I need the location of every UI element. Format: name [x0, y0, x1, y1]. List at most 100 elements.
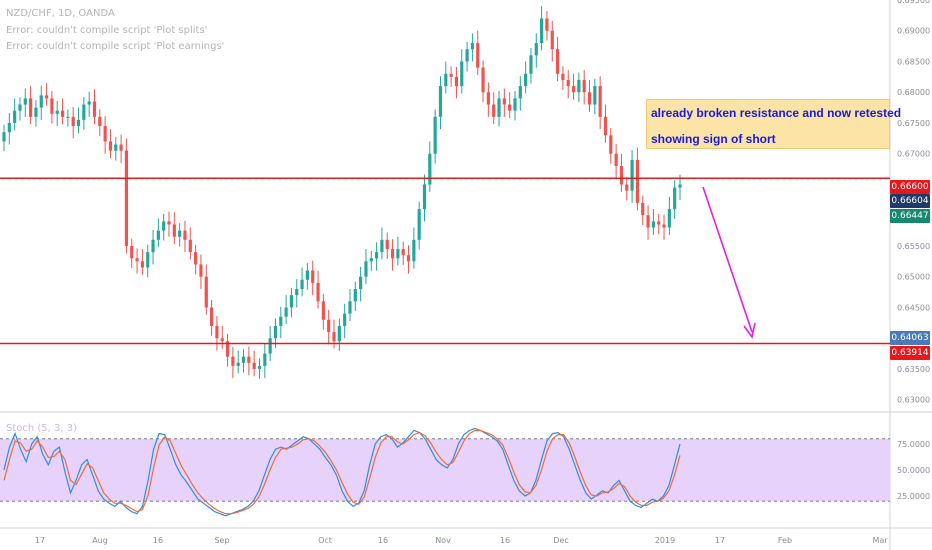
- price-tick-label: 0.68500: [897, 57, 930, 66]
- candle-body: [460, 61, 464, 87]
- price-tag-close: 0.66447: [890, 209, 930, 223]
- candle-body: [247, 356, 251, 363]
- candle-body: [465, 49, 469, 62]
- candle-body: [231, 356, 235, 366]
- candle-body: [497, 98, 501, 117]
- candle-body: [18, 104, 22, 111]
- candle-body: [508, 104, 512, 111]
- price-tag-level: 0.64063: [890, 331, 930, 345]
- candle-body: [438, 86, 443, 117]
- candle-body: [566, 79, 570, 87]
- candle-body: [651, 221, 655, 228]
- candle-body: [263, 353, 267, 366]
- candle-body: [135, 258, 139, 262]
- candle-body: [609, 135, 613, 154]
- candle-body: [71, 116, 75, 127]
- candle-body: [151, 239, 155, 253]
- candle-body: [332, 332, 336, 342]
- price-tick-label: 0.68000: [897, 88, 930, 97]
- candle-body: [215, 325, 219, 339]
- candle-body: [39, 95, 43, 108]
- annotation-line-2: showing sign of short: [651, 132, 776, 146]
- price-tag-resistance: 0.66600: [890, 180, 930, 194]
- candle-body: [188, 239, 192, 253]
- candle-body: [598, 86, 602, 117]
- stoch-band: [0, 438, 890, 502]
- candle-body: [667, 209, 671, 228]
- candle-body: [183, 230, 187, 240]
- candle-body: [103, 126, 107, 142]
- candle-body: [162, 221, 166, 231]
- candle-body: [449, 73, 453, 77]
- price-tag-support: 0.63914: [890, 346, 930, 360]
- candle-body: [204, 276, 208, 308]
- candle-body: [678, 184, 682, 188]
- candle-body: [295, 289, 299, 296]
- time-tick-label: Mar: [872, 536, 888, 545]
- time-tick-label: 16: [500, 536, 510, 545]
- candle-body: [369, 258, 373, 262]
- candle-body: [44, 95, 49, 99]
- candle-body: [23, 98, 27, 105]
- candle-body: [257, 365, 262, 369]
- candle-body: [550, 30, 554, 50]
- candle-body: [82, 104, 86, 120]
- candle-body: [540, 18, 544, 44]
- candle-body: [220, 338, 224, 342]
- candle-body: [167, 221, 171, 225]
- trade-annotation-box[interactable]: already broken resistance and now retest…: [646, 99, 901, 149]
- annotation-line-1: already broken resistance and now retest…: [651, 106, 902, 120]
- stoch-d-line: [3, 429, 681, 515]
- time-tick-label: Aug: [92, 536, 108, 545]
- candle-body: [534, 43, 538, 56]
- stoch-tick-label: 50.0000: [897, 466, 930, 475]
- script-error-line-2: Error: couldn't compile script 'Plot ear…: [6, 41, 225, 52]
- time-tick-label: 17: [715, 536, 725, 545]
- candle-body: [561, 73, 565, 80]
- stoch-k-line: [3, 427, 681, 517]
- candle-body: [2, 132, 6, 142]
- candle-body: [385, 239, 389, 250]
- candle-body: [194, 252, 198, 265]
- candle-body: [353, 289, 357, 302]
- candle-body: [577, 79, 581, 93]
- candle-body: [454, 76, 459, 87]
- candle-body: [273, 325, 278, 339]
- candle-body: [486, 92, 490, 105]
- price-tick-label: 0.67500: [897, 119, 930, 128]
- candle-body: [321, 301, 325, 320]
- candle-body: [406, 255, 411, 262]
- candle-body: [279, 316, 283, 326]
- candle-body: [555, 49, 560, 74]
- price-tick-label: 0.63000: [897, 396, 930, 405]
- candle-body: [92, 101, 97, 117]
- candle-body: [305, 270, 309, 280]
- candle-body: [502, 98, 506, 105]
- candle-body: [417, 209, 421, 240]
- candle-body: [199, 264, 203, 277]
- candle-body: [209, 307, 214, 326]
- candle-body: [481, 67, 485, 93]
- candle-body: [29, 98, 33, 117]
- price-tick-label: 0.64500: [897, 303, 930, 312]
- candle-body: [571, 86, 576, 93]
- candle-body: [603, 116, 608, 136]
- time-tick-label: Nov: [435, 536, 451, 545]
- candle-body: [593, 86, 597, 105]
- candle-body: [337, 325, 341, 342]
- candle-body: [114, 144, 118, 151]
- candle-body: [614, 153, 618, 167]
- candle-body: [524, 73, 528, 87]
- time-tick-label: 16: [378, 536, 388, 545]
- candle-body: [327, 319, 331, 333]
- candle-body: [673, 187, 677, 210]
- stoch-tick-label: 75.0000: [897, 440, 930, 449]
- candle-body: [343, 313, 347, 326]
- candle-body: [587, 92, 592, 105]
- projection-arrow: [702, 186, 753, 333]
- candle-body: [34, 107, 38, 117]
- candle-body: [428, 153, 432, 185]
- candle-body: [635, 159, 640, 203]
- time-tick-label: 17: [35, 536, 45, 545]
- price-tick-label: 0.65500: [897, 242, 930, 251]
